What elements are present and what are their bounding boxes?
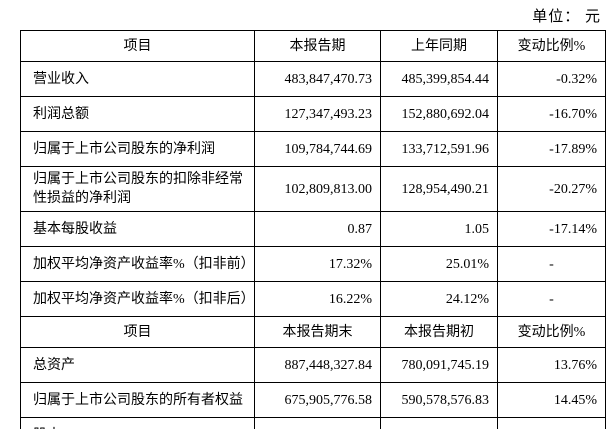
change-percent-value: -	[497, 246, 606, 282]
change-percent-value: 20.00%	[497, 417, 606, 429]
change-percent-value: -0.32%	[497, 61, 606, 97]
row-label: 基本每股收益	[20, 211, 255, 247]
table-row-total-assets: 总资产 887,448,327.84 780,091,745.19 13.76%	[20, 347, 606, 383]
period-begin-value: 105,765,745.00	[380, 417, 498, 429]
current-period-value: 0.87	[254, 211, 381, 247]
prior-period-value: 25.01%	[380, 246, 498, 282]
prior-period-value: 133,712,591.96	[380, 131, 498, 167]
header-item: 项目	[20, 316, 255, 348]
row-label: 股本	[20, 417, 255, 429]
table-row-operating-revenue: 营业收入 483,847,470.73 485,399,854.44 -0.32…	[20, 61, 606, 97]
current-period-value: 16.22%	[254, 281, 381, 317]
change-percent-value: -17.89%	[497, 131, 606, 167]
row-label: 归属于上市公司股东的扣除非经常性损益的净利润	[20, 166, 255, 212]
header-period-begin: 本报告期初	[380, 316, 498, 348]
change-percent-value: 14.45%	[497, 382, 606, 418]
table-row-owners-equity: 归属于上市公司股东的所有者权益 675,905,776.58 590,578,5…	[20, 382, 606, 418]
header-change-percent: 变动比例%	[497, 316, 606, 348]
header-prior-period: 上年同期	[380, 30, 498, 62]
header-change-percent: 变动比例%	[497, 30, 606, 62]
prior-period-value: 1.05	[380, 211, 498, 247]
row-label: 归属于上市公司股东的所有者权益	[20, 382, 255, 418]
row-label: 利润总额	[20, 96, 255, 132]
row-label: 加权平均净资产收益率%（扣非后）	[20, 281, 255, 317]
table-row-total-profit: 利润总额 127,347,493.23 152,880,692.04 -16.7…	[20, 96, 606, 132]
unit-label: 单位： 元	[532, 9, 601, 25]
period-end-value: 887,448,327.84	[254, 347, 381, 383]
change-percent-value: 13.76%	[497, 347, 606, 383]
period-header-row: 项目 本报告期 上年同期 变动比例%	[20, 30, 606, 62]
change-percent-value: -	[497, 281, 606, 317]
period-end-value: 675,905,776.58	[254, 382, 381, 418]
period-begin-value: 780,091,745.19	[380, 347, 498, 383]
header-item: 项目	[20, 30, 255, 62]
period-end-value: 126,918,894.00	[254, 417, 381, 429]
financial-summary-table: 项目 本报告期 上年同期 变动比例% 营业收入 483,847,470.73 4…	[20, 30, 606, 429]
row-label: 归属于上市公司股东的净利润	[20, 131, 255, 167]
table-row-weighted-roe-before: 加权平均净资产收益率%（扣非前） 17.32% 25.01% -	[20, 246, 606, 282]
table-row-share-capital: 股本 126,918,894.00 105,765,745.00 20.00%	[20, 417, 606, 429]
prior-period-value: 485,399,854.44	[380, 61, 498, 97]
header-current-period: 本报告期	[254, 30, 381, 62]
current-period-value: 483,847,470.73	[254, 61, 381, 97]
table-row-net-profit: 归属于上市公司股东的净利润 109,784,744.69 133,712,591…	[20, 131, 606, 167]
table-row-weighted-roe-after: 加权平均净资产收益率%（扣非后） 16.22% 24.12% -	[20, 281, 606, 317]
row-label: 总资产	[20, 347, 255, 383]
period-begin-value: 590,578,576.83	[380, 382, 498, 418]
change-percent-value: -16.70%	[497, 96, 606, 132]
prior-period-value: 128,954,490.21	[380, 166, 498, 212]
current-period-value: 102,809,813.00	[254, 166, 381, 212]
period-section: 项目 本报告期 上年同期 变动比例% 营业收入 483,847,470.73 4…	[20, 30, 606, 429]
current-period-value: 127,347,493.23	[254, 96, 381, 132]
header-period-end: 本报告期末	[254, 316, 381, 348]
row-label: 加权平均净资产收益率%（扣非前）	[20, 246, 255, 282]
prior-period-value: 24.12%	[380, 281, 498, 317]
table-row-net-profit-excl-nonrecurring: 归属于上市公司股东的扣除非经常性损益的净利润 102,809,813.00 12…	[20, 166, 606, 212]
prior-period-value: 152,880,692.04	[380, 96, 498, 132]
current-period-value: 17.32%	[254, 246, 381, 282]
row-label: 营业收入	[20, 61, 255, 97]
current-period-value: 109,784,744.69	[254, 131, 381, 167]
change-percent-value: -20.27%	[497, 166, 606, 212]
change-percent-value: -17.14%	[497, 211, 606, 247]
balance-header-row: 项目 本报告期末 本报告期初 变动比例%	[20, 316, 606, 348]
table-row-basic-eps: 基本每股收益 0.87 1.05 -17.14%	[20, 211, 606, 247]
